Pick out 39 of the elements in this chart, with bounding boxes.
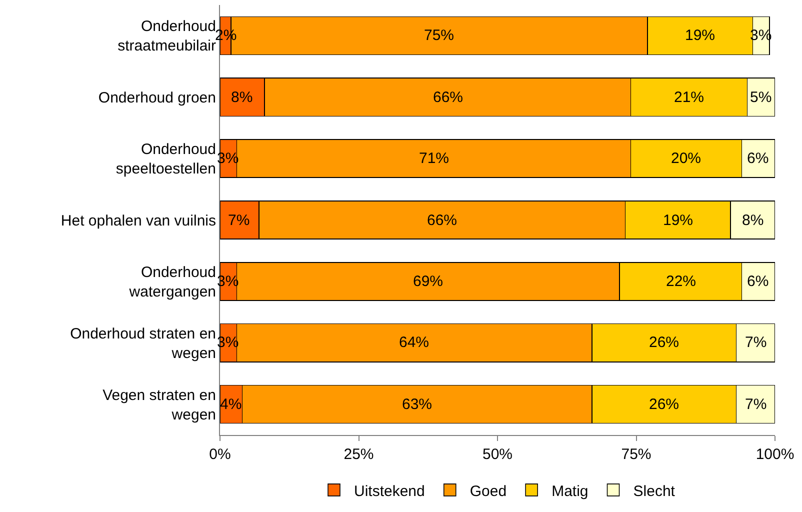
data-label: 63% [402,396,432,413]
y-tick-label: Onderhoud watergangen [128,264,216,300]
data-label: 21% [674,89,704,106]
data-label: 20% [671,150,702,167]
data-label: 66% [433,89,464,106]
data-label: 71% [419,150,450,167]
legend-label: Goed [470,482,507,500]
data-label: 4% [220,396,242,413]
y-tick-label: Onderhoud straatmeubilair [118,18,216,55]
legend-label: Uitstekend [354,482,425,500]
data-label: 75% [424,27,454,44]
data-label: 8% [231,89,253,106]
data-label: 64% [399,334,430,351]
data-label: 19% [663,212,694,229]
legend-label: Slecht [633,482,676,500]
y-tick-label: Onderhoud groen [98,89,216,106]
data-label: 26% [649,334,680,351]
data-label: 69% [413,273,444,290]
x-tick-label: 25% [344,446,374,463]
y-tick-label: Vegen straten en wegen [102,386,216,424]
data-label: 66% [427,212,458,229]
y-tick-label: Onderhoud speeltoestellen [116,141,216,178]
data-label: 7% [228,212,250,229]
data-label: 7% [745,334,767,351]
x-tick-label: 75% [621,446,652,463]
x-tick-label: 0% [209,446,231,463]
data-label: 5% [750,89,772,106]
data-label: 6% [747,150,769,167]
data-label: 8% [742,212,764,229]
x-tick-label: 50% [482,446,513,463]
data-label: 22% [666,273,696,290]
data-label: 6% [747,273,769,290]
y-tick-label: Het ophalen van vuilnis [60,212,216,230]
data-label: 19% [685,27,716,44]
data-label: 26% [649,396,680,413]
legend-label: Matig [552,482,588,500]
y-tick-label: Onderhoud straten en wegen [70,325,216,362]
data-label: 7% [745,396,767,413]
x-tick-label: 100% [756,446,794,463]
